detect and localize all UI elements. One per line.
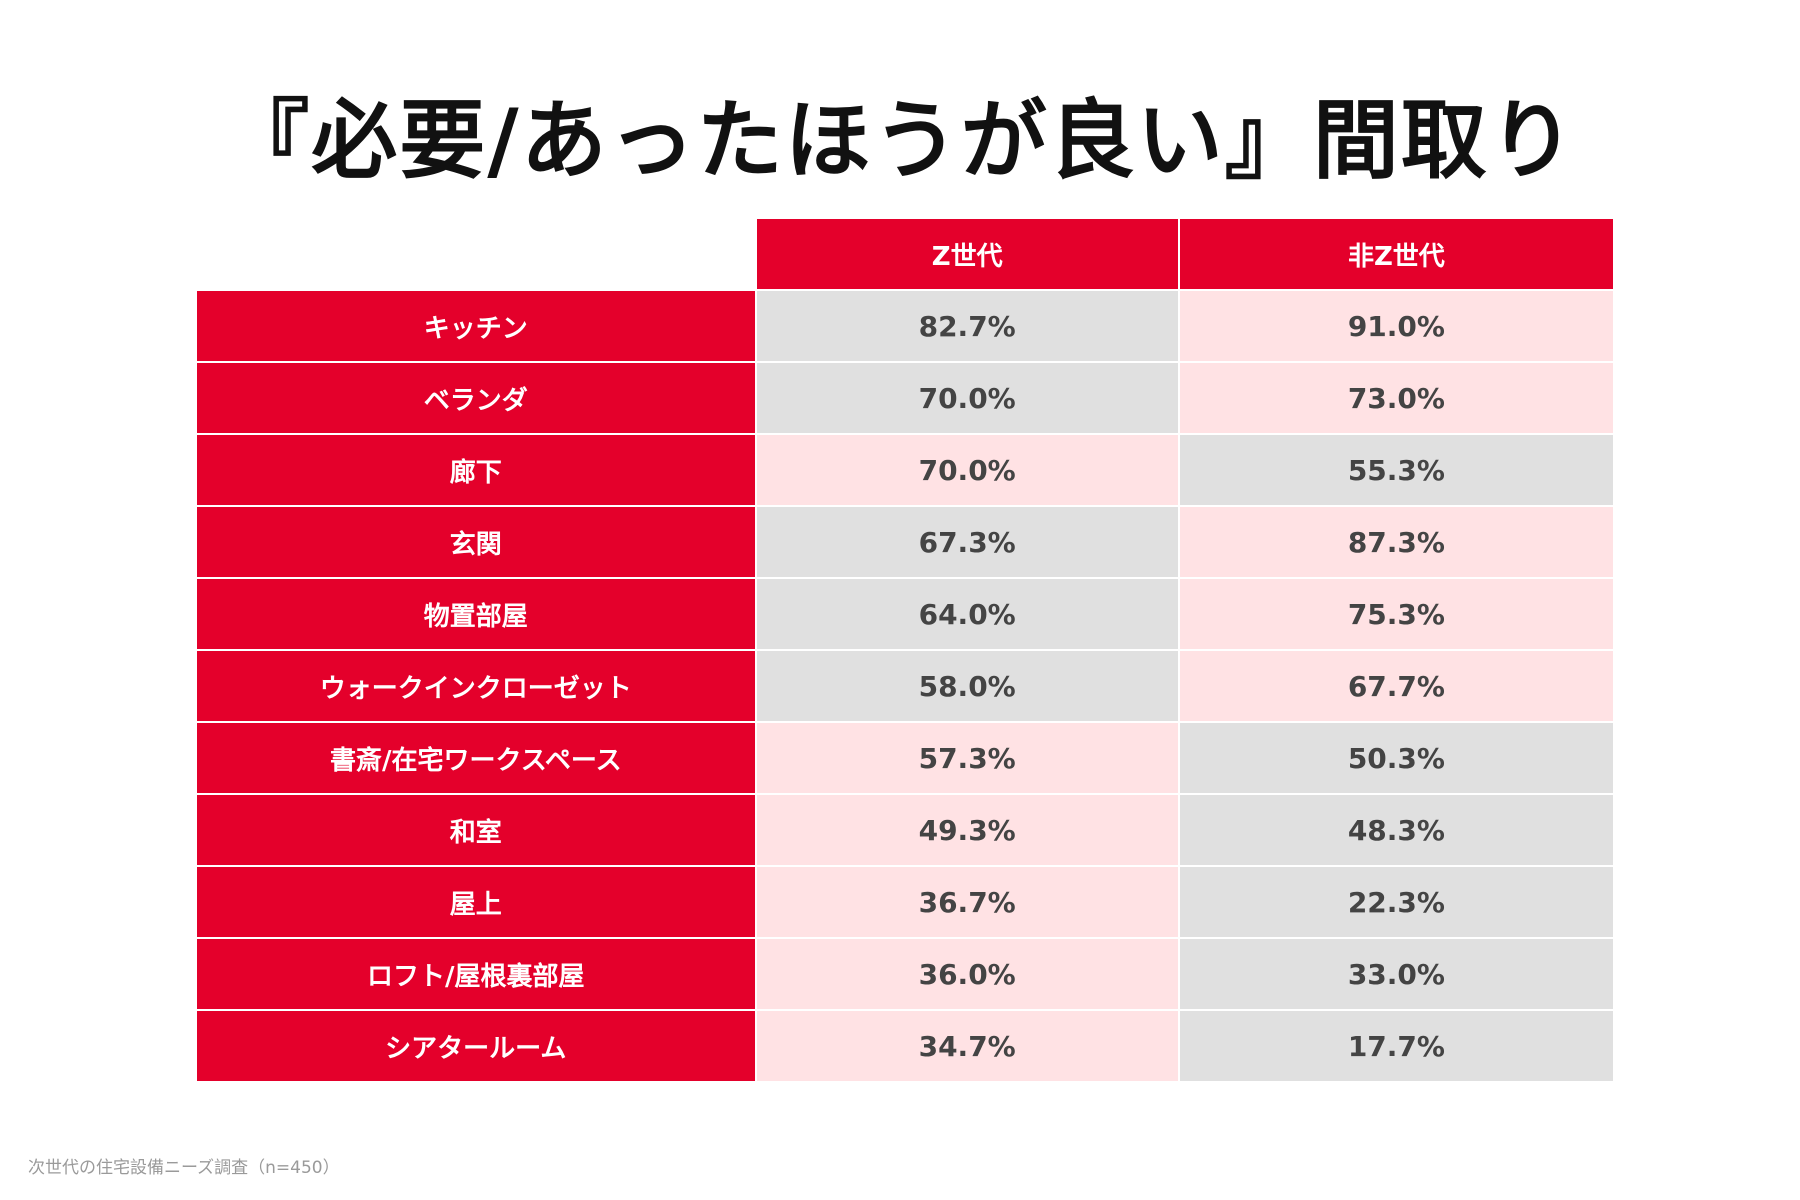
non-z-generation-value: 91.0% bbox=[1179, 291, 1613, 361]
table-row: 玄関 67.3% 87.3% bbox=[197, 507, 1613, 577]
row-label: キッチン bbox=[197, 291, 755, 361]
source-note: 次世代の住宅設備ニーズ調査（n=450） bbox=[28, 1158, 340, 1178]
z-generation-value: 70.0% bbox=[756, 435, 1178, 505]
z-generation-value: 64.0% bbox=[756, 579, 1178, 649]
table-row: 屋上 36.7% 22.3% bbox=[197, 867, 1613, 937]
z-generation-value: 67.3% bbox=[756, 507, 1178, 577]
row-label: ベランダ bbox=[197, 363, 755, 433]
table-row: シアタールーム 34.7% 17.7% bbox=[197, 1011, 1613, 1081]
comparison-table: Z世代 非Z世代 キッチン 82.7% 91.0% ベランダ 70.0% 73.0% 廊下 7… bbox=[195, 217, 1615, 1083]
table-row: ウォークインクローゼット 58.0% 67.7% bbox=[197, 651, 1613, 721]
non-z-generation-value: 33.0% bbox=[1179, 939, 1613, 1009]
row-label: 書斎/在宅ワークスペース bbox=[197, 723, 755, 793]
row-label: 廊下 bbox=[197, 435, 755, 505]
table-row: キッチン 82.7% 91.0% bbox=[197, 291, 1613, 361]
z-generation-value: 36.7% bbox=[756, 867, 1178, 937]
non-z-generation-value: 87.3% bbox=[1179, 507, 1613, 577]
table-row: ロフト/屋根裏部屋 36.0% 33.0% bbox=[197, 939, 1613, 1009]
row-label: 屋上 bbox=[197, 867, 755, 937]
non-z-generation-value: 73.0% bbox=[1179, 363, 1613, 433]
table-body: キッチン 82.7% 91.0% ベランダ 70.0% 73.0% 廊下 70.0% 55.3%… bbox=[197, 291, 1613, 1081]
non-z-generation-value: 17.7% bbox=[1179, 1011, 1613, 1081]
row-label: 玄関 bbox=[197, 507, 755, 577]
z-generation-value: 70.0% bbox=[756, 363, 1178, 433]
z-generation-value: 36.0% bbox=[756, 939, 1178, 1009]
row-label: ロフト/屋根裏部屋 bbox=[197, 939, 755, 1009]
row-label: 和室 bbox=[197, 795, 755, 865]
z-generation-value: 34.7% bbox=[756, 1011, 1178, 1081]
table-row: ベランダ 70.0% 73.0% bbox=[197, 363, 1613, 433]
page-title: 『必要/あったほうが良い』間取り bbox=[223, 91, 1577, 191]
z-generation-value: 57.3% bbox=[756, 723, 1178, 793]
header-row: Z世代 非Z世代 bbox=[197, 219, 1613, 289]
non-z-generation-value: 50.3% bbox=[1179, 723, 1613, 793]
table-row: 和室 49.3% 48.3% bbox=[197, 795, 1613, 865]
non-z-generation-value: 67.7% bbox=[1179, 651, 1613, 721]
z-generation-value: 58.0% bbox=[756, 651, 1178, 721]
table-row: 物置部屋 64.0% 75.3% bbox=[197, 579, 1613, 649]
non-z-generation-value: 75.3% bbox=[1179, 579, 1613, 649]
row-label: シアタールーム bbox=[197, 1011, 755, 1081]
table-row: 書斎/在宅ワークスペース 57.3% 50.3% bbox=[197, 723, 1613, 793]
non-z-generation-value: 22.3% bbox=[1179, 867, 1613, 937]
z-generation-value: 49.3% bbox=[756, 795, 1178, 865]
table-row: 廊下 70.0% 55.3% bbox=[197, 435, 1613, 505]
row-label: 物置部屋 bbox=[197, 579, 755, 649]
non-z-generation-value: 55.3% bbox=[1179, 435, 1613, 505]
row-label: ウォークインクローゼット bbox=[197, 651, 755, 721]
column-header-z-generation: Z世代 bbox=[756, 219, 1178, 289]
column-header-non-z-generation: 非Z世代 bbox=[1179, 219, 1613, 289]
z-generation-value: 82.7% bbox=[756, 291, 1178, 361]
non-z-generation-value: 48.3% bbox=[1179, 795, 1613, 865]
header-corner bbox=[197, 219, 755, 289]
